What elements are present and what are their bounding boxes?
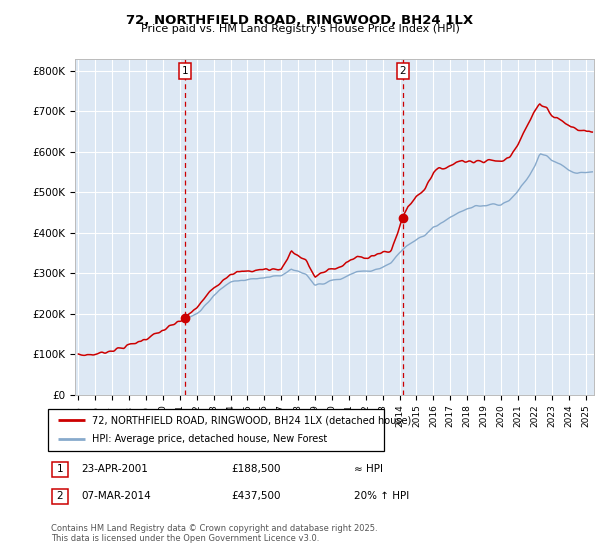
Text: HPI: Average price, detached house, New Forest: HPI: Average price, detached house, New …: [92, 435, 327, 445]
Text: 2: 2: [400, 66, 406, 76]
Text: 72, NORTHFIELD ROAD, RINGWOOD, BH24 1LX: 72, NORTHFIELD ROAD, RINGWOOD, BH24 1LX: [127, 14, 473, 27]
Text: 1: 1: [182, 66, 188, 76]
Text: £437,500: £437,500: [231, 491, 281, 501]
Text: £188,500: £188,500: [231, 464, 281, 474]
Text: ≈ HPI: ≈ HPI: [354, 464, 383, 474]
FancyBboxPatch shape: [52, 488, 68, 504]
FancyBboxPatch shape: [48, 409, 384, 451]
Text: 72, NORTHFIELD ROAD, RINGWOOD, BH24 1LX (detached house): 72, NORTHFIELD ROAD, RINGWOOD, BH24 1LX …: [92, 415, 411, 425]
Text: 07-MAR-2014: 07-MAR-2014: [81, 491, 151, 501]
Text: Price paid vs. HM Land Registry's House Price Index (HPI): Price paid vs. HM Land Registry's House …: [140, 24, 460, 34]
Text: 23-APR-2001: 23-APR-2001: [81, 464, 148, 474]
FancyBboxPatch shape: [52, 461, 68, 477]
Text: 2: 2: [56, 491, 64, 501]
Text: 1: 1: [56, 464, 64, 474]
Text: Contains HM Land Registry data © Crown copyright and database right 2025.
This d: Contains HM Land Registry data © Crown c…: [51, 524, 377, 543]
Text: 20% ↑ HPI: 20% ↑ HPI: [354, 491, 409, 501]
